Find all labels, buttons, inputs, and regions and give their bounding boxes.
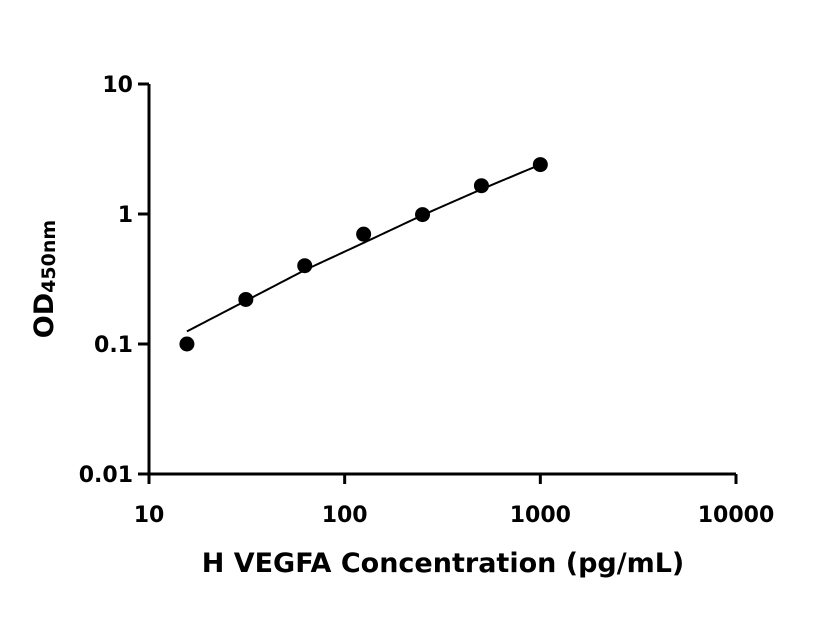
x-tick-label: 100 — [322, 503, 368, 528]
y-tick-label: 10 — [102, 73, 133, 98]
points-layer — [179, 157, 548, 352]
data-point — [415, 207, 431, 223]
y-tick-label: 0.1 — [94, 333, 133, 358]
data-point — [179, 336, 195, 352]
data-point — [238, 291, 254, 307]
y-tick-label: 1 — [118, 203, 133, 228]
data-point — [297, 258, 313, 274]
y-tick-label: 0.01 — [79, 463, 133, 488]
data-point — [532, 157, 548, 173]
y-ticks: 0.01 0.1 1 10 — [79, 73, 149, 488]
y-axis-title-sub: 450nm — [38, 220, 60, 293]
x-ticks: 10 100 1000 10000 — [134, 474, 775, 528]
data-point — [473, 178, 489, 194]
x-axis-title: H VEGFA Concentration (pg/mL) — [202, 548, 685, 579]
data-point — [356, 226, 372, 242]
axes — [147, 84, 736, 476]
y-axis-title: OD450nm — [29, 220, 60, 338]
x-tick-label: 10 — [134, 503, 165, 528]
x-tick-label: 10000 — [698, 503, 775, 528]
x-tick-label: 1000 — [510, 503, 571, 528]
y-axis-title-main: OD — [29, 293, 60, 338]
